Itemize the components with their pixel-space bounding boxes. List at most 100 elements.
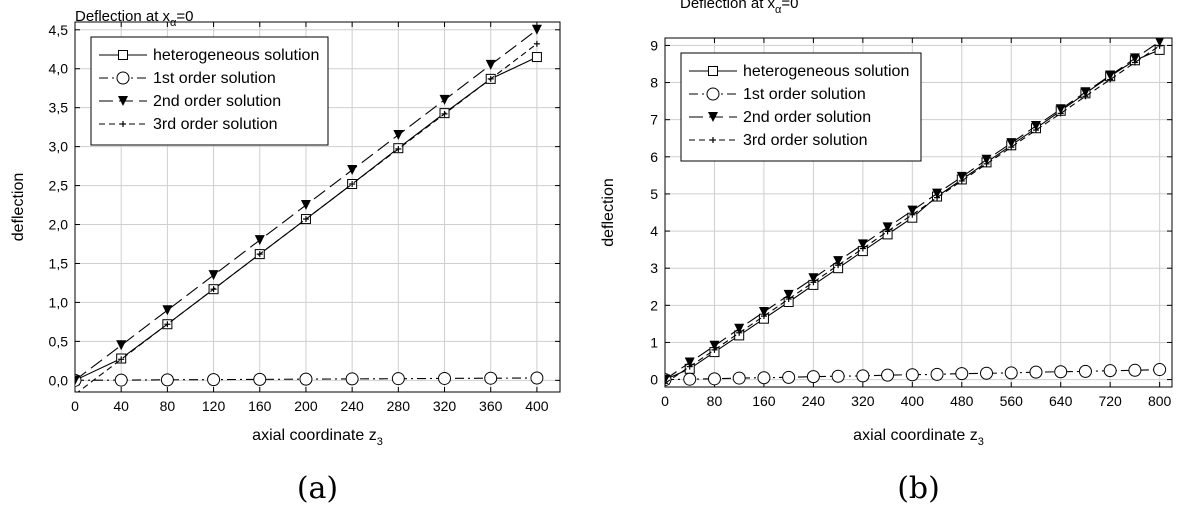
- data-point-plus: [1082, 93, 1089, 100]
- data-point-triangle: [485, 59, 496, 70]
- legend: heterogeneous solution 1st order solution…: [90, 36, 329, 146]
- data-point-triangle: [162, 305, 173, 316]
- data-point-triangle: [531, 24, 542, 35]
- series-line: [77, 43, 538, 392]
- data-point-triangle: [208, 270, 219, 281]
- data-point-plus: [256, 251, 263, 258]
- legend-label: 2nd order solution: [743, 109, 871, 126]
- data-point-plus: [686, 363, 693, 370]
- chart-title-text: Deflection at xα=0: [75, 8, 194, 29]
- data-point-plus: [1156, 42, 1163, 49]
- legend-label: 1st order solution: [153, 70, 276, 87]
- data-point-triangle: [758, 307, 769, 318]
- data-point-circle: [253, 372, 267, 386]
- legend: heterogeneous solution 1st order solution…: [680, 52, 922, 162]
- data-point-plus: [810, 279, 817, 286]
- data-point-circle: [438, 371, 452, 385]
- data-point-circle: [1004, 366, 1018, 380]
- legend-label: 2nd order solution: [153, 93, 281, 110]
- data-point-circle: [160, 373, 174, 387]
- x-axis-label: axial coordinate z: [853, 427, 978, 444]
- data-point-triangle: [75, 375, 80, 386]
- data-point-plus: [302, 216, 309, 223]
- y-tick-label: 8: [650, 75, 658, 91]
- data-point-circle: [391, 372, 405, 386]
- panel-label: (b): [897, 471, 940, 506]
- data-point-circle: [706, 87, 720, 101]
- y-tick-label: 1,5: [49, 255, 69, 271]
- data-point-plus: [884, 228, 891, 235]
- data-point-circle: [1078, 364, 1092, 378]
- data-point-plus: [487, 75, 494, 82]
- x-tick-label: 480: [950, 393, 974, 409]
- data-point-plus: [210, 286, 217, 293]
- chart-panel-a: 0 40 80 120 160 200 240 280 320 360 400 0,0 0,5 1,0 1,…: [10, 8, 561, 506]
- series-plus: [75, 40, 540, 392]
- y-tick-label: 2,0: [49, 217, 69, 233]
- x-tick-label: 160: [248, 398, 272, 414]
- data-point-circle: [1103, 364, 1117, 378]
- data-point-plus: [760, 313, 767, 320]
- x-tick-label: 0: [71, 398, 79, 414]
- x-tick-label: 240: [340, 398, 364, 414]
- data-point-plus: [1032, 127, 1039, 134]
- data-point-circle: [980, 366, 994, 380]
- x-tick-label: 40: [113, 398, 129, 414]
- x-tick-label: 200: [294, 398, 318, 414]
- series-plus: [665, 42, 1163, 387]
- data-point-plus: [710, 137, 716, 143]
- data-point-triangle: [808, 273, 819, 284]
- data-point-plus: [736, 329, 743, 336]
- data-point-triangle: [907, 205, 918, 216]
- y-tick-label: 3: [650, 260, 658, 276]
- y-tick-label: 4,5: [49, 22, 69, 38]
- series-circle: [665, 363, 1167, 387]
- data-point-plus: [120, 121, 126, 127]
- y-tick-label: 4,0: [49, 61, 69, 77]
- series-group: [75, 24, 544, 392]
- x-tick-label: 80: [707, 393, 723, 409]
- data-point-circle: [345, 372, 359, 386]
- data-point-plus: [665, 380, 668, 387]
- data-point-plus: [958, 177, 965, 184]
- data-point-triangle: [833, 256, 844, 267]
- data-point-triangle: [684, 357, 695, 368]
- x-axis-title: axial coordinate z3: [252, 427, 383, 448]
- x-tick-label: 80: [160, 398, 176, 414]
- data-point-plus: [983, 160, 990, 167]
- data-point-triangle: [439, 94, 450, 105]
- data-point-circle: [905, 368, 919, 382]
- data-point-plus: [395, 145, 402, 152]
- y-tick-label: 5: [650, 186, 658, 202]
- chart-title-suffix: =0: [781, 0, 798, 12]
- data-point-triangle: [1155, 38, 1164, 47]
- y-tick-label: 2,5: [49, 178, 69, 194]
- y-axis-label: deflection: [600, 178, 617, 247]
- x-tick-label: 640: [1049, 393, 1073, 409]
- chart-title-subscript: α: [170, 17, 177, 29]
- x-tick-label: 400: [525, 398, 549, 414]
- ticks: 0 80 160 240 320 400 480 560 640 720 800 0 1 2 3 4 5 6 7 8 9: [650, 37, 1172, 409]
- legend-label: 1st order solution: [743, 86, 866, 103]
- data-point-circle: [806, 370, 820, 384]
- data-point-triangle: [857, 239, 868, 250]
- data-point-triangle: [783, 289, 794, 300]
- y-tick-label: 1: [650, 334, 658, 350]
- data-point-plus: [533, 40, 540, 47]
- data-point-triangle: [347, 165, 358, 175]
- data-point-plus: [1131, 59, 1138, 66]
- legend-label: 3rd order solution: [153, 116, 278, 133]
- plot-frame: [664, 37, 1173, 388]
- data-point-plus: [1057, 110, 1064, 117]
- data-point-circle: [207, 373, 221, 387]
- chart-title-subscript: α: [775, 4, 782, 16]
- data-point-plus: [909, 211, 916, 218]
- y-tick-label: 2: [650, 297, 658, 313]
- x-tick-label: 720: [1098, 393, 1122, 409]
- data-point-circle: [1153, 363, 1167, 377]
- y-tick-label: 7: [650, 112, 658, 128]
- data-point-triangle: [393, 129, 404, 140]
- x-tick-label: 360: [479, 398, 503, 414]
- y-tick-label: 0,5: [49, 333, 69, 349]
- data-point-plus: [934, 194, 941, 201]
